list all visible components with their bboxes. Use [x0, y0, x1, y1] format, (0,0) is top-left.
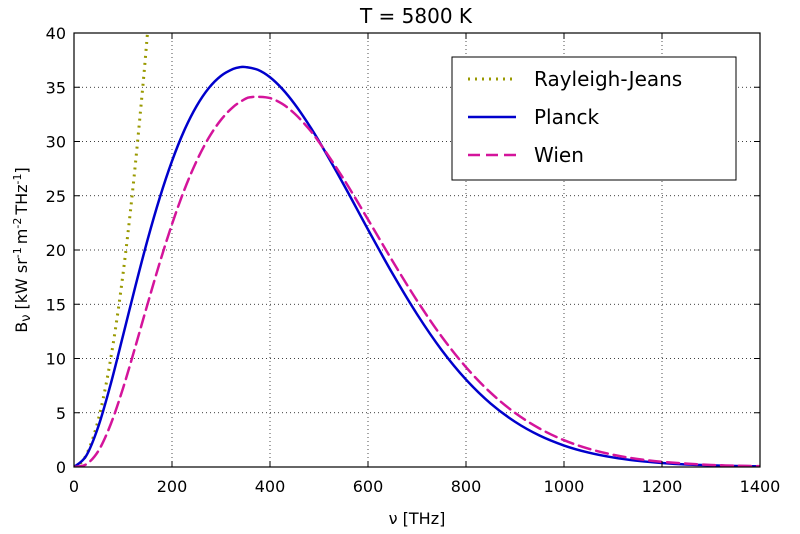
y-tick-label: 20: [46, 241, 66, 260]
y-axis-label: Bν[kW sr-1m-2THz-1]: [11, 167, 34, 333]
y-tick-label: 15: [46, 295, 66, 314]
y-label-units-close: ]: [12, 167, 31, 173]
x-tick-label: 1000: [544, 477, 585, 496]
y-label-thz-exp: -1: [11, 173, 24, 184]
x-axis-label: ν [THz]: [389, 509, 446, 528]
y-tick-label: 0: [56, 458, 66, 477]
legend-box: [451, 56, 737, 181]
x-tick-label: 400: [255, 477, 286, 496]
y-tick-label: 35: [46, 78, 66, 97]
y-tick-label: 5: [56, 404, 66, 423]
series-lines: [74, 33, 760, 467]
x-tick-label: 1200: [642, 477, 683, 496]
x-tick-label: 800: [451, 477, 482, 496]
y-label-m: m: [12, 229, 31, 245]
y-label-m-exp: -2: [11, 218, 24, 229]
x-tick-label: 1400: [740, 477, 781, 496]
series-line-wien: [74, 95, 760, 467]
legend: Rayleigh-Jeans Planck Wien: [451, 56, 737, 181]
chart-title: T = 5800 K: [359, 4, 473, 28]
legend-label: Rayleigh-Jeans: [534, 67, 682, 91]
y-tick-label: 40: [46, 24, 66, 43]
y-label-base: B: [12, 322, 31, 333]
y-tick-label: 30: [46, 133, 66, 152]
y-label-thz: THz: [12, 184, 31, 215]
legend-label: Wien: [534, 143, 584, 167]
x-tick-label: 200: [157, 477, 188, 496]
x-tick-label: 600: [353, 477, 384, 496]
y-tick-label: 10: [46, 350, 66, 369]
legend-label: Planck: [534, 105, 600, 129]
series-line-planck: [74, 65, 760, 467]
axis-ticks: 0 200 400 600 800 1000 1200 1400 0 5 10 15 20 25 30 35 4…: [46, 24, 781, 496]
y-label-sr-exp: -1: [11, 247, 24, 258]
y-label-sub: ν: [19, 315, 34, 322]
y-label-units-open: [kW sr: [12, 258, 31, 310]
y-tick-label: 25: [46, 187, 66, 206]
x-tick-label: 0: [69, 477, 79, 496]
